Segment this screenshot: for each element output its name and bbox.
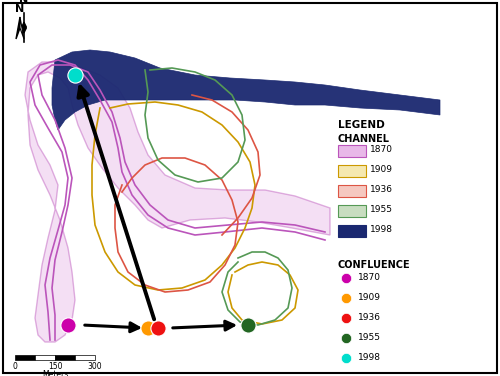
Point xyxy=(64,322,72,328)
Bar xyxy=(55,355,75,360)
Text: 150: 150 xyxy=(48,362,62,371)
FancyBboxPatch shape xyxy=(338,205,366,217)
Text: CONFLUENCE: CONFLUENCE xyxy=(338,260,410,270)
FancyBboxPatch shape xyxy=(338,185,366,197)
Point xyxy=(342,355,350,361)
Text: N: N xyxy=(16,4,24,14)
Polygon shape xyxy=(52,50,440,130)
Point xyxy=(342,275,350,281)
Point xyxy=(144,325,152,331)
Point xyxy=(342,335,350,341)
Text: N: N xyxy=(20,0,28,5)
Point xyxy=(244,322,252,328)
Point xyxy=(342,295,350,301)
Polygon shape xyxy=(16,17,20,39)
FancyBboxPatch shape xyxy=(338,145,366,157)
FancyBboxPatch shape xyxy=(338,165,366,177)
Text: 0: 0 xyxy=(12,362,18,371)
Text: 1936: 1936 xyxy=(358,314,381,323)
Text: 1870: 1870 xyxy=(370,146,393,155)
Polygon shape xyxy=(25,62,330,342)
Bar xyxy=(35,355,55,360)
Point xyxy=(71,72,79,78)
Text: 1909: 1909 xyxy=(358,294,381,303)
Point xyxy=(154,325,162,331)
Text: 1998: 1998 xyxy=(358,353,381,362)
Text: 300: 300 xyxy=(88,362,102,371)
Point xyxy=(342,315,350,321)
Text: 1998: 1998 xyxy=(370,226,393,235)
Text: 1955: 1955 xyxy=(358,334,381,343)
Text: Meters: Meters xyxy=(42,370,68,376)
Polygon shape xyxy=(20,17,24,39)
Text: 1936: 1936 xyxy=(370,185,393,194)
Text: 1909: 1909 xyxy=(370,165,393,174)
Bar xyxy=(15,355,35,360)
Text: 1870: 1870 xyxy=(358,273,381,282)
Text: LEGEND: LEGEND xyxy=(338,120,385,130)
Text: CHANNEL: CHANNEL xyxy=(338,134,390,144)
Text: 1955: 1955 xyxy=(370,206,393,214)
FancyBboxPatch shape xyxy=(338,225,366,237)
Bar xyxy=(75,355,95,360)
